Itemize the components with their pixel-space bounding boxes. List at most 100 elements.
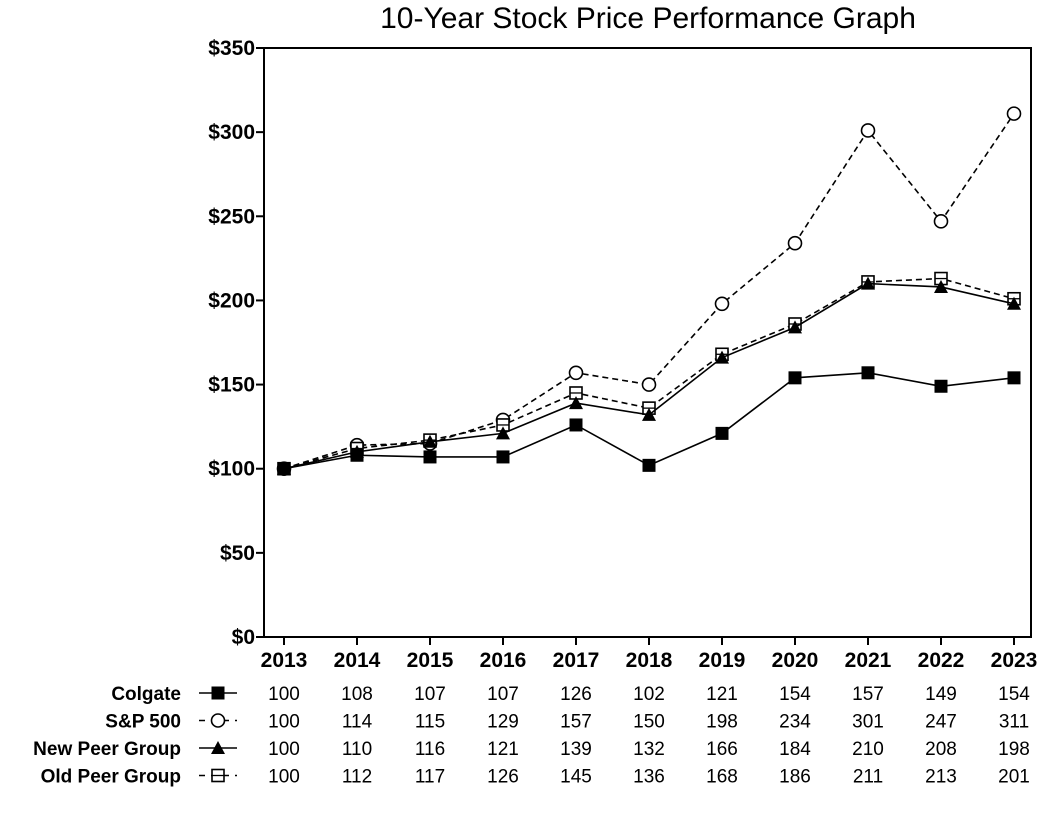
x-tick-label: 2015 <box>407 649 454 672</box>
table-value-colgate: 108 <box>341 684 373 705</box>
data-point-colgate <box>934 379 948 393</box>
x-tick-label: 2020 <box>772 649 819 672</box>
legend-label-colgate: Colgate <box>111 684 181 705</box>
table-value-s-p-500: 234 <box>779 712 811 733</box>
plot-frame <box>263 47 1032 638</box>
y-tick-label: $300 <box>208 121 255 144</box>
series-old-peer-group <box>277 271 1021 476</box>
data-point-colgate <box>642 458 656 472</box>
table-value-old-peer-group: 211 <box>853 767 883 788</box>
x-tick-label: 2022 <box>918 649 965 672</box>
table-value-s-p-500: 100 <box>268 712 300 733</box>
data-point-new-peer-group <box>642 407 656 421</box>
x-tick-label: 2023 <box>991 649 1038 672</box>
y-tick-label: $100 <box>208 458 255 481</box>
y-tick-label: $250 <box>208 205 255 228</box>
data-point-new-peer-group <box>569 396 583 410</box>
legend-symbol-colgate <box>199 686 237 700</box>
data-point-s-p-500 <box>714 296 730 312</box>
table-value-s-p-500: 114 <box>342 712 373 733</box>
legend-label-new-peer-group: New Peer Group <box>33 739 181 760</box>
table-value-new-peer-group: 184 <box>779 739 811 760</box>
data-point-new-peer-group <box>423 434 437 448</box>
data-point-s-p-500 <box>860 123 876 138</box>
legend-label-old-peer-group: Old Peer Group <box>41 767 181 788</box>
table-value-old-peer-group: 100 <box>268 767 300 788</box>
data-point-colgate <box>569 418 583 432</box>
legend-symbol-new-peer-group <box>199 741 237 754</box>
data-point-s-p-500 <box>641 377 657 392</box>
chart-title: 10-Year Stock Price Performance Graph <box>380 2 916 35</box>
data-point-colgate <box>861 366 875 380</box>
table-value-colgate: 149 <box>925 684 957 705</box>
data-point-colgate <box>715 426 729 440</box>
x-tick-label: 2017 <box>553 649 600 672</box>
table-value-old-peer-group: 213 <box>925 767 957 788</box>
data-point-colgate <box>350 448 364 462</box>
table-value-colgate: 126 <box>560 684 592 705</box>
table-value-old-peer-group: 136 <box>633 767 665 788</box>
table-value-old-peer-group: 117 <box>415 767 445 788</box>
data-point-colgate <box>788 371 802 385</box>
table-value-colgate: 107 <box>414 684 446 705</box>
data-point-new-peer-group <box>934 279 948 293</box>
x-tick-label: 2021 <box>845 649 892 672</box>
table-value-new-peer-group: 100 <box>268 739 300 760</box>
series-layer <box>276 106 1022 477</box>
data-point-new-peer-group <box>715 350 729 364</box>
x-tick-label: 2013 <box>261 649 308 672</box>
data-point-old-peer-group <box>496 418 510 432</box>
x-tick-label: 2016 <box>480 649 527 672</box>
data-point-new-peer-group <box>788 320 802 334</box>
data-point-old-peer-group <box>934 271 948 286</box>
data-point-colgate <box>1007 371 1021 385</box>
series-colgate <box>277 366 1021 476</box>
x-tick-label: 2018 <box>626 649 673 672</box>
table-value-new-peer-group: 139 <box>560 739 592 760</box>
data-point-new-peer-group <box>861 276 875 290</box>
y-tick-label: $200 <box>208 289 255 312</box>
legend-marker-colgate <box>211 686 225 700</box>
table-value-colgate: 157 <box>852 684 884 705</box>
table-value-s-p-500: 150 <box>633 712 665 733</box>
legend-label-s-p-500: S&P 500 <box>105 712 181 733</box>
data-point-s-p-500 <box>568 365 584 381</box>
series-line-s-p-500 <box>283 113 1015 470</box>
x-tick-label: 2014 <box>334 649 381 672</box>
table-value-old-peer-group: 145 <box>560 767 592 788</box>
table-value-old-peer-group: 186 <box>779 767 811 788</box>
data-point-s-p-500 <box>787 235 803 251</box>
table-value-s-p-500: 311 <box>999 712 1029 733</box>
series-new-peer-group <box>277 276 1021 475</box>
table-value-old-peer-group: 201 <box>998 767 1030 788</box>
table-value-colgate: 154 <box>779 684 811 705</box>
table-value-colgate: 121 <box>706 684 738 705</box>
y-tick-label: $150 <box>208 374 255 397</box>
data-point-colgate <box>496 450 510 464</box>
y-tick-label: $0 <box>232 626 255 649</box>
table-value-new-peer-group: 121 <box>487 739 519 760</box>
x-axis: 2013 2014 2015 2016 2017 2018 2019 2020 2021 2022… <box>261 637 1038 672</box>
data-point-s-p-500 <box>933 214 949 229</box>
table-value-old-peer-group: 126 <box>487 767 519 788</box>
y-axis: $0 $50 $100 $150 $200 $250 $300 $350 <box>208 37 264 649</box>
table-value-s-p-500: 157 <box>560 712 592 733</box>
legend-marker-s-p-500 <box>210 713 226 728</box>
table-value-colgate: 102 <box>633 684 665 705</box>
table-value-old-peer-group: 168 <box>706 767 738 788</box>
legend-symbol-s-p-500 <box>199 713 237 728</box>
table-value-s-p-500: 198 <box>706 712 738 733</box>
data-point-colgate <box>277 462 291 476</box>
legend-symbol-old-peer-group <box>199 768 237 783</box>
table-value-colgate: 107 <box>487 684 519 705</box>
table-value-new-peer-group: 208 <box>925 739 957 760</box>
table-value-s-p-500: 115 <box>415 712 445 733</box>
table-value-new-peer-group: 166 <box>706 739 738 760</box>
legend-marker-new-peer-group <box>211 741 225 754</box>
series-line-new-peer-group <box>283 282 1015 470</box>
table-value-colgate: 154 <box>998 684 1030 705</box>
table-value-new-peer-group: 210 <box>852 739 884 760</box>
data-point-new-peer-group <box>496 426 510 440</box>
table-value-new-peer-group: 132 <box>633 739 665 760</box>
